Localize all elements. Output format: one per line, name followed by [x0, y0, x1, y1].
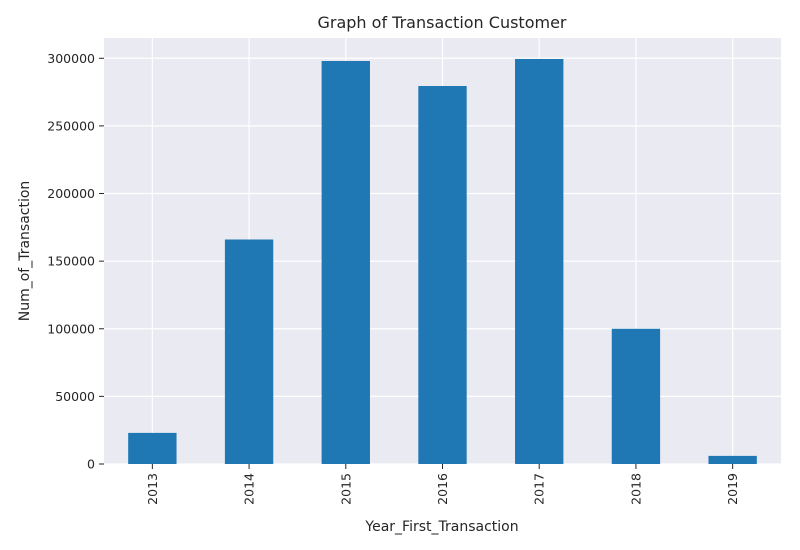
y-tick-label: 150000 — [47, 254, 95, 269]
y-axis-ticks: 0 50000 100000 150000 200000 250000 300000 — [47, 51, 104, 472]
y-tick-label: 250000 — [47, 118, 95, 133]
x-axis-label: Year_First_Transaction — [364, 519, 518, 535]
bar-2014 — [224, 239, 274, 464]
y-tick-label: 0 — [87, 457, 95, 472]
x-tick-label: 2014 — [242, 473, 257, 505]
y-tick-label: 50000 — [55, 389, 95, 404]
bar-2019 — [708, 455, 757, 464]
x-tick-label: 2015 — [338, 473, 353, 505]
x-axis-ticks: 2013 2014 2015 2016 2017 2018 2019 — [145, 464, 740, 505]
y-tick-label: 100000 — [47, 321, 95, 336]
x-tick-label: 2013 — [145, 473, 160, 505]
x-tick-label: 2016 — [435, 473, 450, 505]
bar-2013 — [128, 432, 177, 464]
chart-title: Graph of Transaction Customer — [317, 13, 566, 32]
bar-2015 — [321, 60, 370, 464]
x-tick-label: 2019 — [725, 473, 740, 505]
x-tick-label: 2018 — [628, 473, 643, 505]
bar-2018 — [611, 328, 661, 464]
x-tick-label: 2017 — [532, 473, 547, 505]
bars — [128, 58, 757, 464]
bar-2017 — [515, 58, 564, 464]
y-axis-label: Num_of_Transaction — [17, 181, 33, 322]
y-tick-label: 300000 — [47, 51, 95, 66]
bar-2016 — [418, 86, 467, 464]
y-tick-label: 200000 — [47, 186, 95, 201]
